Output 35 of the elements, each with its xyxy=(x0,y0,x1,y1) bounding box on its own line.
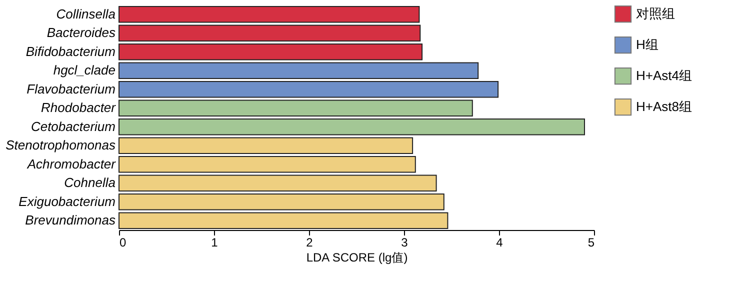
bar xyxy=(118,62,479,79)
y-tick-label: Bacteroides xyxy=(46,25,116,40)
bar xyxy=(118,6,420,23)
x-tick-label: 4 xyxy=(496,236,504,250)
legend-label: H组 xyxy=(636,37,658,52)
bar xyxy=(118,100,473,116)
bar xyxy=(118,24,421,42)
y-tick-label: Achromobacter xyxy=(26,156,116,172)
legend-label: H+Ast8组 xyxy=(636,99,692,114)
y-tick-label: Cohnella xyxy=(64,175,116,190)
bar xyxy=(118,156,416,173)
x-tick-label: 2 xyxy=(306,236,314,250)
y-tick-label: Collinsella xyxy=(56,6,116,22)
x-tick-label: 1 xyxy=(211,236,218,250)
y-tick-label: Exiguobacterium xyxy=(18,194,116,209)
bar xyxy=(118,81,499,98)
y-tick-label: Flavobacterium xyxy=(26,81,116,96)
bar xyxy=(118,194,444,210)
x-axis-title: LDA SCORE (lg值) xyxy=(306,250,408,264)
legend-label: 对照组 xyxy=(636,6,675,21)
bar xyxy=(118,118,585,136)
y-tick-label: hgcl_clade xyxy=(53,62,116,78)
x-tick-label: 0 xyxy=(120,236,126,250)
x-tick-label: 3 xyxy=(401,236,408,250)
y-tick-label: Cetobacterium xyxy=(30,118,116,134)
y-tick-label: Stenotrophomonas xyxy=(6,138,116,153)
y-tick-label: Bifidobacterium xyxy=(26,44,116,59)
y-tick-label: Brevundimonas xyxy=(25,212,116,228)
x-tick-label: 5 xyxy=(588,236,595,250)
bar xyxy=(118,174,437,192)
bar xyxy=(118,137,414,154)
y-tick-label: Rhodobacter xyxy=(41,100,116,116)
bar xyxy=(118,44,423,60)
bar xyxy=(118,212,448,229)
legend-label: H+Ast4组 xyxy=(636,68,692,83)
